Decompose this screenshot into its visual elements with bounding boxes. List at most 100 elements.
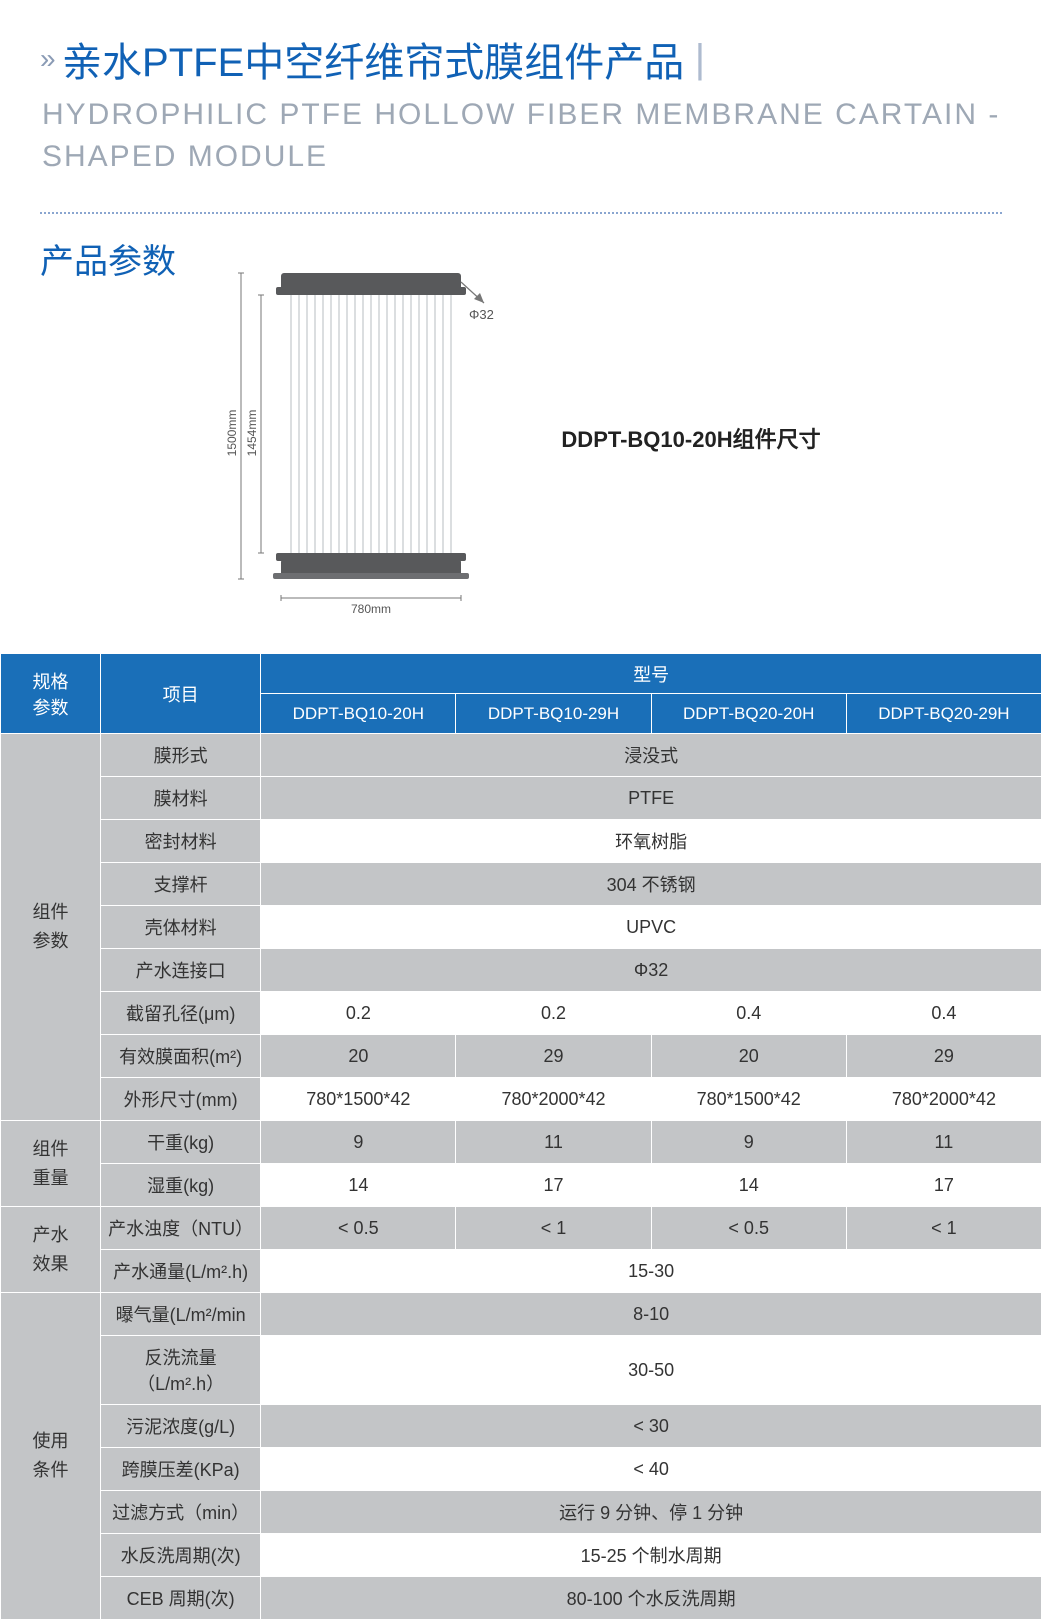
value-cell: 304 不锈钢 bbox=[261, 863, 1042, 906]
value-cell: < 1 bbox=[846, 1207, 1041, 1250]
value-cell: 17 bbox=[456, 1164, 651, 1207]
table-row: 组件参数膜形式浸没式 bbox=[1, 734, 1042, 777]
title-chinese: 亲水PTFE中空纤维帘式膜组件产品 bbox=[62, 41, 684, 85]
model-3: DDPT-BQ20-29H bbox=[846, 694, 1041, 734]
diagram-label: DDPT-BQ10-20H组件尺寸 bbox=[561, 422, 820, 454]
page-header: » 亲水PTFE中空纤维帘式膜组件产品 | HYDROPHILIC PTFE H… bbox=[0, 0, 1042, 198]
table-row: 壳体材料UPVC bbox=[1, 906, 1042, 949]
table-row: 反洗流量（L/m².h）30-50 bbox=[1, 1336, 1042, 1405]
value-cell: 0.2 bbox=[456, 992, 651, 1035]
diagram-container: Φ32 1500mm 1454mm 780mm DD bbox=[0, 253, 1042, 623]
table-row: 过滤方式（min）运行 9 分钟、停 1 分钟 bbox=[1, 1491, 1042, 1534]
category-cell: 组件重量 bbox=[1, 1121, 101, 1207]
value-cell: UPVC bbox=[261, 906, 1042, 949]
value-cell: 0.2 bbox=[261, 992, 456, 1035]
dim-inner-h: 1454mm bbox=[245, 410, 259, 457]
value-cell: 780*1500*42 bbox=[651, 1078, 846, 1121]
value-cell: 14 bbox=[651, 1164, 846, 1207]
category-cell: 组件参数 bbox=[1, 734, 101, 1121]
value-cell: < 40 bbox=[261, 1448, 1042, 1491]
param-cell: 曝气量(L/m²/min bbox=[101, 1293, 261, 1336]
value-cell: 780*2000*42 bbox=[846, 1078, 1041, 1121]
param-cell: 过滤方式（min） bbox=[101, 1491, 261, 1534]
dim-width: 780mm bbox=[351, 602, 391, 616]
dim-outer-h: 1500mm bbox=[225, 410, 239, 457]
table-row: 有效膜面积(m²)20292029 bbox=[1, 1035, 1042, 1078]
param-cell: 截留孔径(μm) bbox=[101, 992, 261, 1035]
param-cell: 反洗流量（L/m².h） bbox=[101, 1336, 261, 1405]
value-cell: 9 bbox=[261, 1121, 456, 1164]
value-cell: 0.4 bbox=[846, 992, 1041, 1035]
hdr-model: 型号 bbox=[261, 654, 1042, 694]
table-row: 组件重量干重(kg)911911 bbox=[1, 1121, 1042, 1164]
table-row: 污泥浓度(g/L)< 30 bbox=[1, 1405, 1042, 1448]
value-cell: 20 bbox=[651, 1035, 846, 1078]
value-cell: 11 bbox=[846, 1121, 1041, 1164]
value-cell: 9 bbox=[651, 1121, 846, 1164]
table-row: CEB 周期(次)80-100 个水反洗周期 bbox=[1, 1577, 1042, 1620]
value-cell: PTFE bbox=[261, 777, 1042, 820]
chevron-right-icon: » bbox=[40, 43, 50, 75]
table-row: 跨膜压差(KPa)< 40 bbox=[1, 1448, 1042, 1491]
title-english: HYDROPHILIC PTFE HOLLOW FIBER MEMBRANE C… bbox=[42, 94, 1002, 178]
param-cell: 产水连接口 bbox=[101, 949, 261, 992]
table-body: 组件参数膜形式浸没式膜材料PTFE密封材料环氧树脂支撑杆304 不锈钢壳体材料U… bbox=[1, 734, 1042, 1620]
table-row: 外形尺寸(mm)780*1500*42780*2000*42780*1500*4… bbox=[1, 1078, 1042, 1121]
model-0: DDPT-BQ10-20H bbox=[261, 694, 456, 734]
param-cell: 密封材料 bbox=[101, 820, 261, 863]
model-2: DDPT-BQ20-20H bbox=[651, 694, 846, 734]
value-cell: 17 bbox=[846, 1164, 1041, 1207]
param-cell: 水反洗周期(次) bbox=[101, 1534, 261, 1577]
value-cell: 80-100 个水反洗周期 bbox=[261, 1577, 1042, 1620]
value-cell: < 0.5 bbox=[651, 1207, 846, 1250]
hdr-item: 项目 bbox=[101, 654, 261, 734]
module-diagram: Φ32 1500mm 1454mm 780mm bbox=[221, 253, 501, 623]
table-row: 湿重(kg)14171417 bbox=[1, 1164, 1042, 1207]
category-cell: 使用条件 bbox=[1, 1293, 101, 1620]
value-cell: 8-10 bbox=[261, 1293, 1042, 1336]
param-cell: 膜材料 bbox=[101, 777, 261, 820]
param-cell: 支撑杆 bbox=[101, 863, 261, 906]
value-cell: < 0.5 bbox=[261, 1207, 456, 1250]
table-row: 支撑杆304 不锈钢 bbox=[1, 863, 1042, 906]
value-cell: 浸没式 bbox=[261, 734, 1042, 777]
param-cell: CEB 周期(次) bbox=[101, 1577, 261, 1620]
param-cell: 产水浊度（NTU） bbox=[101, 1207, 261, 1250]
table-row: 产水连接口Φ32 bbox=[1, 949, 1042, 992]
value-cell: < 30 bbox=[261, 1405, 1042, 1448]
dotted-divider bbox=[40, 212, 1002, 214]
param-cell: 干重(kg) bbox=[101, 1121, 261, 1164]
hdr-spec: 规格 bbox=[1, 668, 100, 694]
param-cell: 污泥浓度(g/L) bbox=[101, 1405, 261, 1448]
param-cell: 湿重(kg) bbox=[101, 1164, 261, 1207]
phi-label: Φ32 bbox=[469, 307, 494, 322]
value-cell: 29 bbox=[846, 1035, 1041, 1078]
param-cell: 产水通量(L/m².h) bbox=[101, 1250, 261, 1293]
table-row: 产水效果产水浊度（NTU）< 0.5< 1< 0.5< 1 bbox=[1, 1207, 1042, 1250]
value-cell: 11 bbox=[456, 1121, 651, 1164]
table-header: 规格 参数 项目 型号 DDPT-BQ10-20H DDPT-BQ10-29H … bbox=[1, 654, 1042, 734]
value-cell: 0.4 bbox=[651, 992, 846, 1035]
table-row: 使用条件曝气量(L/m²/min8-10 bbox=[1, 1293, 1042, 1336]
table-row: 截留孔径(μm)0.20.20.40.4 bbox=[1, 992, 1042, 1035]
value-cell: 29 bbox=[456, 1035, 651, 1078]
table-row: 密封材料环氧树脂 bbox=[1, 820, 1042, 863]
value-cell: 20 bbox=[261, 1035, 456, 1078]
table-row: 膜材料PTFE bbox=[1, 777, 1042, 820]
value-cell: 780*1500*42 bbox=[261, 1078, 456, 1121]
value-cell: 30-50 bbox=[261, 1336, 1042, 1405]
value-cell: < 1 bbox=[456, 1207, 651, 1250]
param-cell: 有效膜面积(m²) bbox=[101, 1035, 261, 1078]
value-cell: 15-30 bbox=[261, 1250, 1042, 1293]
value-cell: 780*2000*42 bbox=[456, 1078, 651, 1121]
category-cell: 产水效果 bbox=[1, 1207, 101, 1293]
value-cell: 15-25 个制水周期 bbox=[261, 1534, 1042, 1577]
param-cell: 外形尺寸(mm) bbox=[101, 1078, 261, 1121]
spec-table: 规格 参数 项目 型号 DDPT-BQ10-20H DDPT-BQ10-29H … bbox=[0, 653, 1042, 1620]
hdr-param: 参数 bbox=[1, 694, 100, 720]
param-cell: 壳体材料 bbox=[101, 906, 261, 949]
table-row: 产水通量(L/m².h)15-30 bbox=[1, 1250, 1042, 1293]
value-cell: 运行 9 分钟、停 1 分钟 bbox=[261, 1491, 1042, 1534]
param-cell: 膜形式 bbox=[101, 734, 261, 777]
title-divider: | bbox=[695, 37, 705, 82]
